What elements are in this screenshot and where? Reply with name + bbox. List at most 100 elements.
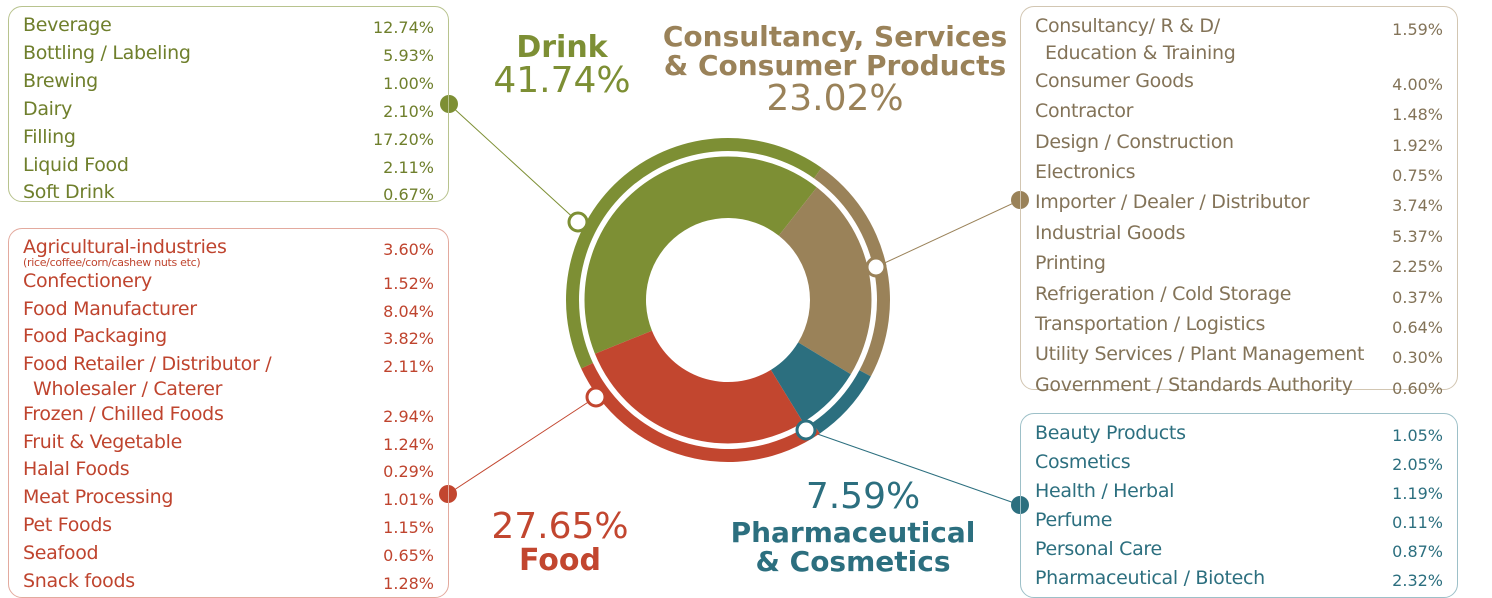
category-value: 41.74% — [493, 60, 631, 101]
item-label: Transportation / Logistics — [1035, 311, 1265, 338]
item-value: 0.60% — [1392, 378, 1443, 398]
item-value: 2.32% — [1392, 571, 1443, 591]
breakdown-row: Contractor 1.48% — [1035, 98, 1443, 128]
breakdown-row: Refrigeration / Cold Storage 0.37% — [1035, 281, 1443, 311]
item-value: 1.48% — [1392, 105, 1443, 125]
item-value: 0.67% — [383, 185, 434, 205]
breakdown-row: Halal Foods 0.29% — [23, 457, 434, 485]
item-note: (rice/coffee/corn/cashew nuts etc) — [23, 255, 201, 269]
item-value: 2.94% — [383, 406, 434, 426]
item-label: Meat Processing — [23, 485, 173, 510]
item-value: 0.29% — [383, 462, 434, 482]
connector — [805, 429, 1021, 506]
item-value: 0.65% — [383, 545, 434, 565]
item-value: 1.59% — [1392, 20, 1443, 39]
item-value: 1.28% — [383, 573, 434, 593]
breakdown-row: Beverage 12.74% — [23, 13, 434, 41]
item-label-line: Health / Herbal — [1035, 480, 1175, 503]
breakdown-row: Health / Herbal 1.19% — [1035, 478, 1443, 507]
breakdown-row: Pharmaceutical / Biotech 2.32% — [1035, 565, 1443, 594]
item-label: Beauty Products — [1035, 420, 1186, 446]
connector-dot — [440, 95, 458, 113]
inner-segment — [778, 186, 872, 375]
breakdown-row: Consumer Goods 4.00% — [1035, 68, 1443, 98]
item-label-line: Utility Services / Plant Management — [1035, 343, 1365, 366]
breakdown-row: Snack foods 1.28% — [23, 569, 434, 597]
breakdown-row: Soft Drink 0.67% — [23, 180, 434, 208]
breakdown-row: Perfume 0.11% — [1035, 507, 1443, 536]
breakdown-row: Liquid Food 2.11% — [23, 153, 434, 181]
connector — [875, 199, 1021, 268]
item-value: 2.25% — [1392, 257, 1443, 277]
breakdown-row: Food Packaging 3.82% — [23, 324, 434, 352]
item-label: Design / Construction — [1035, 129, 1234, 156]
breakdown-row: Food Manufacturer 8.04% — [23, 297, 434, 325]
item-label-line: Brewing — [23, 69, 98, 92]
item-label: Frozen / Chilled Foods — [23, 402, 224, 427]
item-label: Health / Herbal — [1035, 478, 1174, 504]
item-label: Contractor — [1035, 98, 1133, 125]
item-value: 12.74% — [372, 18, 434, 37]
item-label: Beverage — [23, 13, 112, 38]
connector — [447, 396, 597, 495]
item-label-line: Consumer Goods — [1035, 69, 1194, 92]
breakdown-box: Beauty Products 1.05% Cosmetics 2.05% Health… — [1020, 413, 1458, 598]
breakdown-row: Utility Services / Plant Management 0.30% — [1035, 341, 1443, 371]
breakdown-row: Printing 2.25% — [1035, 250, 1443, 280]
item-value: 1.15% — [383, 517, 434, 537]
category-value: 23.02% — [766, 78, 904, 119]
item-value: 3.82% — [383, 329, 434, 349]
outer-segment — [581, 362, 820, 462]
item-label-line: Beverage — [23, 14, 112, 36]
item-value: 5.37% — [1392, 226, 1443, 246]
breakdown-row: Beauty Products 1.05% — [1035, 420, 1443, 449]
item-label: Snack foods — [23, 569, 135, 594]
item-value: 17.20% — [372, 129, 434, 149]
item-value: 1.19% — [1392, 484, 1443, 504]
item-label: Printing — [1035, 250, 1106, 277]
item-label-line: Consultancy/ R & D/ — [1035, 15, 1220, 37]
category-title: Pharmaceutical & Cosmetics — [730, 516, 976, 578]
connector — [448, 103, 579, 223]
item-label: Seafood — [23, 541, 99, 566]
item-label: Soft Drink — [23, 180, 115, 205]
breakdown-row: Fruit & Vegetable 1.24% — [23, 430, 434, 458]
item-value: 0.87% — [1392, 542, 1443, 562]
item-value: 1.52% — [383, 273, 434, 293]
item-label-line: Beauty Products — [1035, 422, 1186, 444]
item-label-line: Bottling / Labeling — [23, 41, 191, 64]
item-label: Refrigeration / Cold Storage — [1035, 281, 1291, 308]
item-value: 1.05% — [1392, 426, 1443, 445]
breakdown-row: Meat Processing 1.01% — [23, 485, 434, 513]
item-value: 3.74% — [1392, 196, 1443, 216]
item-value: 0.37% — [1392, 287, 1443, 307]
item-label: Halal Foods — [23, 457, 130, 482]
item-label: Fruit & Vegetable — [23, 430, 182, 455]
item-label-line: Industrial Goods — [1035, 221, 1186, 244]
outer-segment — [812, 370, 871, 434]
item-value: 0.30% — [1392, 348, 1443, 368]
breakdown-row: Dairy 2.10% — [23, 97, 434, 125]
item-label: Perfume — [1035, 507, 1112, 533]
item-label-line: Confectionery — [23, 269, 152, 292]
item-label: Agricultural-industries (rice/coffee/corn… — [23, 235, 227, 269]
item-label-line: Food Retailer / Distributor / — [23, 353, 272, 376]
breakdown-row: Transportation / Logistics 0.64% — [1035, 311, 1443, 341]
item-label: Brewing — [23, 69, 98, 94]
item-label: Industrial Goods — [1035, 220, 1186, 247]
item-label-line: Meat Processing — [23, 486, 174, 509]
breakdown-row: Cosmetics 2.05% — [1035, 449, 1443, 478]
connector-dot — [567, 211, 589, 233]
item-value: 1.92% — [1392, 135, 1443, 155]
outer-segment — [566, 138, 822, 369]
breakdown-row: Industrial Goods 5.37% — [1035, 220, 1443, 250]
item-value: 1.24% — [383, 434, 434, 454]
breakdown-row: Seafood 0.65% — [23, 541, 434, 569]
breakdown-box: Beverage 12.74% Bottling / Labeling 5.93% Br… — [8, 6, 449, 204]
item-label-line: Government / Standards Authority — [1035, 373, 1353, 396]
breakdown-row: Frozen / Chilled Foods 2.94% — [23, 402, 434, 430]
inner-segment — [770, 342, 852, 423]
item-value: 8.04% — [383, 301, 434, 321]
breakdown-row: Electronics 0.75% — [1035, 159, 1443, 189]
